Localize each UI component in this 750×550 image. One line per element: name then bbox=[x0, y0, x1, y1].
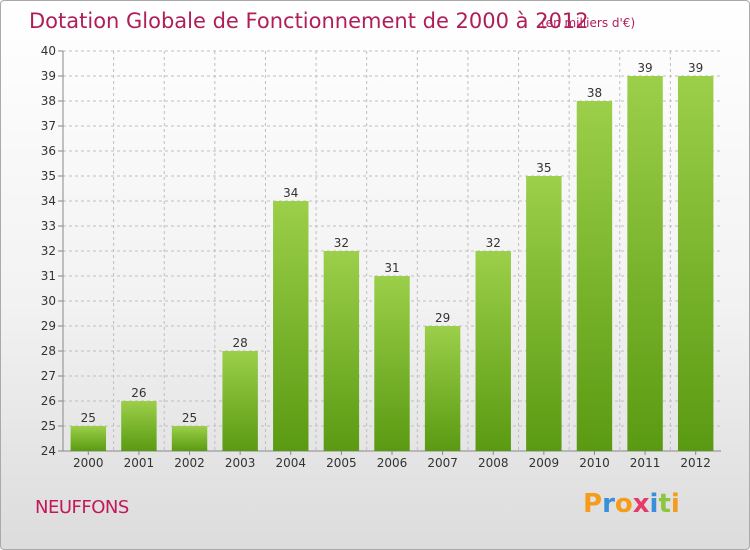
y-tick-label: 29 bbox=[41, 319, 56, 333]
proxiti-logo: Proxiti bbox=[583, 489, 680, 519]
bar-value-label: 34 bbox=[283, 186, 298, 200]
y-tick-label: 34 bbox=[41, 194, 56, 208]
x-tick-label: 2000 bbox=[73, 456, 104, 470]
bar bbox=[374, 276, 410, 451]
bar bbox=[323, 251, 360, 451]
x-tick-label: 2007 bbox=[427, 456, 458, 470]
y-tick-label: 30 bbox=[41, 294, 56, 308]
x-tick-label: 2004 bbox=[275, 456, 306, 470]
y-tick-label: 31 bbox=[41, 269, 56, 283]
bar bbox=[424, 326, 461, 451]
logo-letter: r bbox=[602, 489, 615, 519]
y-tick-label: 28 bbox=[41, 344, 56, 358]
bar-value-label: 39 bbox=[637, 61, 652, 75]
y-tick-label: 24 bbox=[41, 444, 56, 458]
x-tick-label: 2010 bbox=[579, 456, 610, 470]
bar bbox=[70, 426, 107, 451]
x-tick-label: 2012 bbox=[680, 456, 711, 470]
bar-value-label: 39 bbox=[688, 61, 703, 75]
y-tick-label: 27 bbox=[41, 369, 56, 383]
bar bbox=[273, 201, 309, 451]
labels: 24 25 26 27 28 29 30 31 32 33 34 35 36 37 38 39 40 25 2000… bbox=[41, 44, 711, 470]
y-tick-label: 32 bbox=[41, 244, 56, 258]
x-tick-label: 2002 bbox=[174, 456, 205, 470]
bar-value-label: 32 bbox=[334, 236, 349, 250]
logo-letter: t bbox=[658, 489, 671, 519]
bar bbox=[171, 426, 208, 451]
y-tick-label: 38 bbox=[41, 94, 56, 108]
bar-value-label: 38 bbox=[587, 86, 602, 100]
y-tick-label: 40 bbox=[41, 44, 56, 58]
bar-value-label: 28 bbox=[233, 336, 248, 350]
bar-value-label: 32 bbox=[486, 236, 501, 250]
bar-value-label: 26 bbox=[131, 386, 146, 400]
bar-value-label: 29 bbox=[435, 311, 450, 325]
logo-letter: x bbox=[632, 489, 650, 519]
logo-letter: i bbox=[670, 489, 680, 519]
bar bbox=[121, 401, 157, 451]
bar-value-label: 31 bbox=[384, 261, 399, 275]
x-tick-label: 2006 bbox=[377, 456, 408, 470]
bar bbox=[475, 251, 511, 451]
logo-letter: i bbox=[649, 489, 659, 519]
bar-value-label: 35 bbox=[536, 161, 551, 175]
chart-unit: (en milliers d'€) bbox=[541, 16, 636, 30]
y-tick-label: 37 bbox=[41, 119, 56, 133]
bar bbox=[526, 176, 562, 451]
x-tick-label: 2003 bbox=[225, 456, 256, 470]
x-tick-label: 2011 bbox=[630, 456, 661, 470]
logo-letter: o bbox=[614, 489, 633, 519]
y-tick-label: 39 bbox=[41, 69, 56, 83]
y-tick-label: 33 bbox=[41, 219, 56, 233]
bars bbox=[70, 76, 714, 451]
y-tick-label: 26 bbox=[41, 394, 56, 408]
bar-value-label: 25 bbox=[182, 411, 197, 425]
bar bbox=[627, 76, 663, 451]
y-tick-label: 35 bbox=[41, 169, 56, 183]
bar-value-label: 25 bbox=[81, 411, 96, 425]
x-tick-label: 2001 bbox=[124, 456, 155, 470]
bar bbox=[576, 101, 613, 451]
chart-title: Dotation Globale de Fonctionnement de 20… bbox=[29, 9, 589, 33]
logo-letter: P bbox=[583, 489, 603, 519]
x-tick-label: 2008 bbox=[478, 456, 509, 470]
bar bbox=[222, 351, 258, 451]
y-tick-label: 36 bbox=[41, 144, 56, 158]
bar bbox=[677, 76, 714, 451]
y-tick-label: 25 bbox=[41, 419, 56, 433]
x-tick-label: 2005 bbox=[326, 456, 357, 470]
x-tick-label: 2009 bbox=[529, 456, 560, 470]
commune-name: NEUFFONS bbox=[35, 497, 129, 518]
